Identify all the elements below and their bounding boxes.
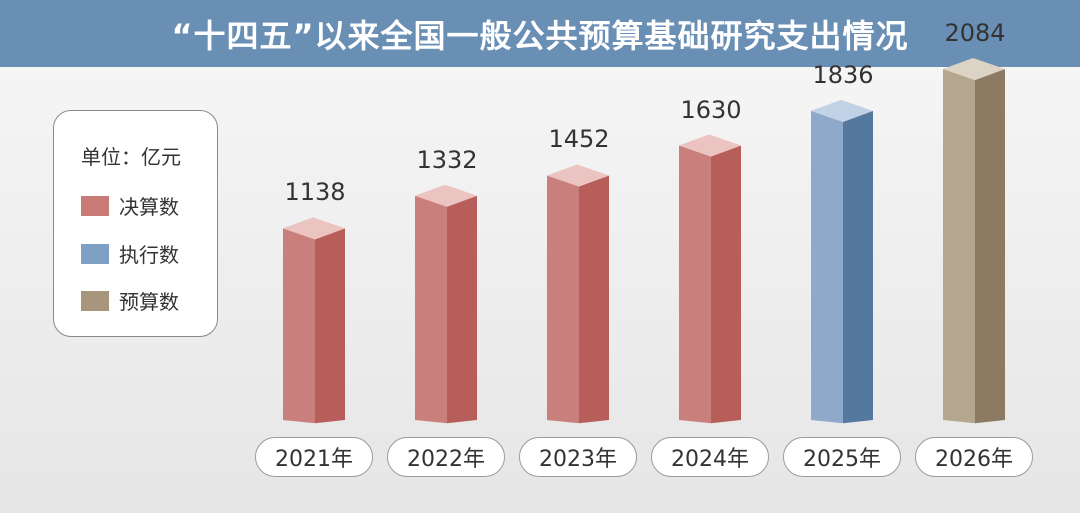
bar-side-4: [843, 110, 873, 424]
year-label: 2023年: [519, 437, 637, 477]
legend-unit: 单位：亿元: [81, 145, 181, 169]
legend-item-budget: 预算数: [81, 286, 179, 315]
legend-swatch-execution: [81, 243, 109, 264]
bar-front-2: [547, 175, 579, 424]
bar-value-label: 1836: [812, 60, 874, 89]
title-bar: “十四五”以来全国一般公共预算基础研究支出情况: [0, 0, 1080, 67]
bar-top-4: [811, 99, 873, 122]
bar-value-label: 1452: [548, 125, 610, 154]
year-label: 2021年: [255, 437, 373, 477]
bar-value-label: 1138: [284, 178, 346, 207]
bar-value-label: 1332: [416, 145, 478, 174]
year-label: 2022年: [387, 437, 505, 477]
bar-side-1: [447, 195, 477, 424]
year-label: 2026年: [915, 437, 1033, 477]
bar-side-0: [315, 228, 345, 424]
bar-top-1: [415, 184, 477, 207]
chart-title: “十四五”以来全国一般公共预算基础研究支出情况: [171, 16, 909, 55]
bar-side-3: [711, 145, 741, 424]
bar-top-5: [943, 58, 1005, 81]
legend-label-budget: 预算数: [119, 290, 179, 314]
bar-front-5: [943, 69, 975, 424]
bar-front-3: [679, 145, 711, 424]
bar-value-label: 1630: [680, 95, 742, 124]
year-label: 2025年: [783, 437, 901, 477]
legend-item-final-accounts: 决算数: [81, 191, 179, 220]
bar-top-2: [547, 164, 609, 187]
bar-side-2: [579, 175, 609, 424]
legend-swatch-final-accounts: [81, 195, 109, 216]
bar-top-3: [679, 134, 741, 157]
year-label: 2024年: [651, 437, 769, 477]
legend-label-final-accounts: 决算数: [119, 195, 179, 219]
bar-value-label: 2084: [944, 19, 1006, 48]
legend-box: 单位：亿元 决算数 执行数 预算数: [53, 110, 218, 337]
legend-swatch-budget: [81, 290, 109, 311]
legend-label-execution: 执行数: [119, 243, 179, 267]
bar-top-0: [283, 217, 345, 240]
bar-front-1: [415, 195, 447, 424]
bar-front-0: [283, 228, 315, 424]
bar-front-4: [811, 110, 843, 424]
bar-side-5: [975, 69, 1005, 424]
legend-item-execution: 执行数: [81, 239, 179, 268]
